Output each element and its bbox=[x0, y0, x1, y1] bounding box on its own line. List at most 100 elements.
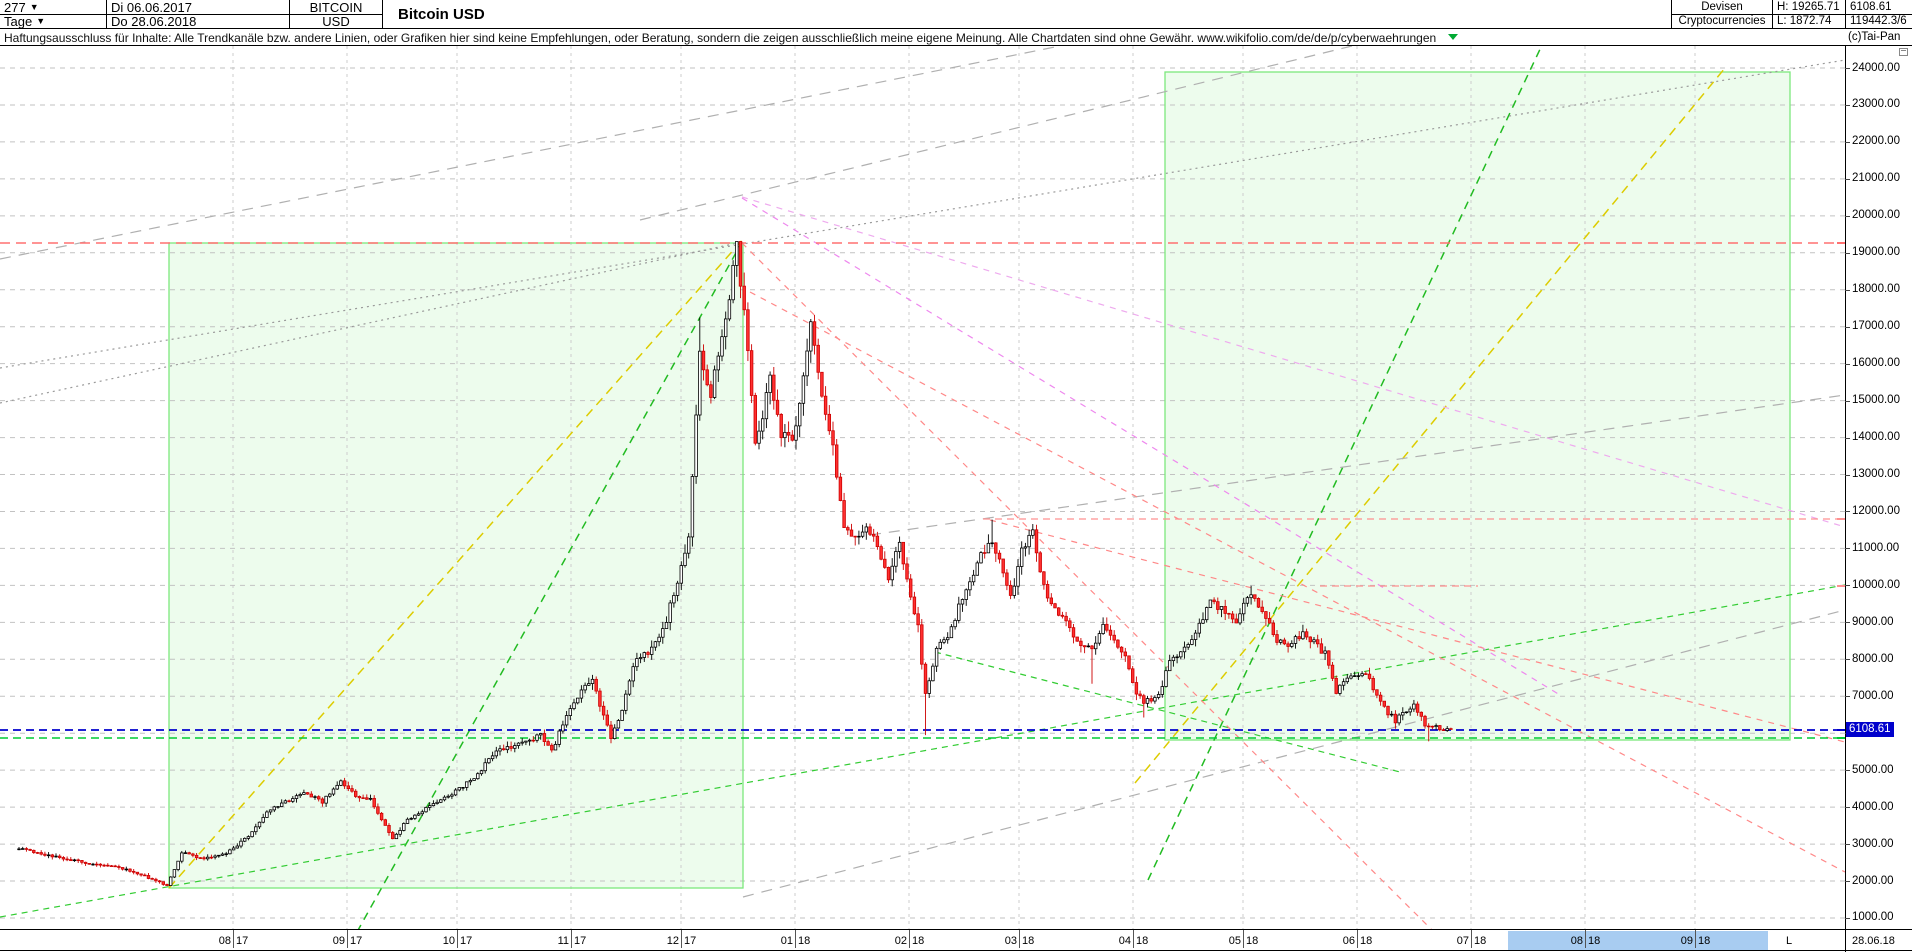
candle-body bbox=[117, 866, 121, 868]
date-to[interactable]: Do 28.06.2018 bbox=[107, 14, 289, 28]
candle-body bbox=[979, 552, 983, 564]
candle-body bbox=[1108, 629, 1113, 636]
candle-body bbox=[1390, 713, 1394, 716]
bars-count-dropdown[interactable]: 277 ▼ bbox=[0, 0, 106, 14]
candle-body bbox=[198, 857, 202, 859]
price-axis-label: 7000.00 bbox=[1852, 689, 1894, 702]
year-label: 18 bbox=[1698, 935, 1711, 947]
candle-body bbox=[1367, 673, 1372, 679]
candle-body bbox=[842, 500, 846, 528]
price-axis-label: 9000.00 bbox=[1852, 615, 1894, 628]
year-label: 18 bbox=[1136, 935, 1149, 947]
price-axis-label: 21000.00 bbox=[1852, 172, 1900, 185]
candle-body bbox=[76, 859, 80, 862]
trendline-green-desc[interactable] bbox=[934, 651, 1401, 773]
collapse-box-icon[interactable] bbox=[1899, 48, 1908, 56]
trendline-gray-dash-2[interactable] bbox=[639, 46, 1353, 221]
candle-body bbox=[124, 868, 128, 871]
candle-body bbox=[909, 578, 913, 598]
candle-body bbox=[849, 529, 854, 537]
period-low: L: 1872.74 bbox=[1777, 15, 1832, 27]
candle-body bbox=[1397, 714, 1401, 724]
candle-body bbox=[1275, 634, 1279, 643]
candle-body bbox=[54, 855, 58, 858]
candle-body bbox=[949, 626, 954, 639]
candle-body bbox=[324, 795, 328, 804]
trendline-red-fan-2[interactable] bbox=[749, 291, 1845, 873]
candle-body bbox=[1279, 639, 1283, 643]
candle-body bbox=[457, 787, 461, 791]
candle-body bbox=[994, 542, 998, 554]
candle-body bbox=[365, 797, 369, 800]
candle-body bbox=[368, 797, 373, 800]
candle-body bbox=[346, 785, 350, 790]
candle-body bbox=[775, 399, 780, 415]
candle-body bbox=[535, 734, 539, 741]
candle-body bbox=[501, 748, 506, 751]
date-from[interactable]: Di 06.06.2017 bbox=[107, 0, 289, 14]
candle-body bbox=[749, 350, 754, 396]
candle-body bbox=[1349, 675, 1353, 679]
candle-body bbox=[720, 336, 724, 357]
trendline-gray-dash-4[interactable] bbox=[869, 394, 1845, 536]
candle-body bbox=[1290, 643, 1294, 647]
candle-body bbox=[279, 802, 284, 807]
candle-body bbox=[131, 870, 136, 873]
trendline-green-up-left[interactable] bbox=[357, 241, 743, 929]
candlestick-chart[interactable] bbox=[0, 46, 1845, 929]
candle-body bbox=[997, 552, 1002, 560]
candle-body bbox=[328, 793, 332, 797]
price-axis-tick bbox=[1845, 252, 1850, 254]
candle-body bbox=[609, 724, 613, 739]
candle-body bbox=[128, 868, 132, 872]
candle-body bbox=[194, 854, 199, 859]
candle-body bbox=[402, 823, 406, 831]
trendline-yellow-up-right[interactable] bbox=[1134, 67, 1726, 784]
trendline-violet-fan-1[interactable] bbox=[741, 197, 1561, 696]
candle-body bbox=[1345, 677, 1349, 683]
candle-body bbox=[254, 826, 258, 833]
candle-body bbox=[172, 869, 177, 878]
candle-body bbox=[450, 794, 454, 797]
candle-body bbox=[823, 395, 828, 415]
candle-body bbox=[553, 743, 558, 751]
candle-body bbox=[1419, 711, 1423, 717]
period-dropdown[interactable]: Tage ▼ bbox=[0, 14, 106, 28]
trendline-gray-dotted-2[interactable] bbox=[0, 241, 743, 404]
month-tick bbox=[1585, 930, 1586, 948]
candle-body bbox=[409, 817, 413, 820]
candle-body bbox=[1005, 572, 1009, 586]
candle-body bbox=[983, 552, 987, 554]
candle-body bbox=[1219, 606, 1224, 610]
price-axis-label: 1000.00 bbox=[1852, 911, 1894, 924]
time-axis-border bbox=[0, 929, 1912, 930]
divider bbox=[0, 14, 382, 15]
candle-body bbox=[916, 613, 920, 626]
candle-body bbox=[627, 680, 632, 695]
trendline-yellow-up-left[interactable] bbox=[168, 236, 746, 889]
candle-body bbox=[587, 683, 591, 686]
candle-body bbox=[1271, 622, 1275, 635]
candle-body bbox=[283, 800, 288, 804]
candle-body bbox=[398, 830, 402, 835]
candle-body bbox=[746, 309, 750, 352]
candle-body bbox=[1190, 639, 1194, 645]
trendline-green-long-support[interactable] bbox=[0, 584, 1845, 918]
date-from-value: Di 06.06.2017 bbox=[111, 0, 192, 14]
trendline-gray-dash-1[interactable] bbox=[0, 46, 1061, 260]
candle-body bbox=[812, 321, 817, 346]
trendline-red-fan-3[interactable] bbox=[989, 519, 1845, 743]
price-axis-tick bbox=[1845, 178, 1850, 180]
candle-body bbox=[372, 797, 376, 808]
price-axis-label: 8000.00 bbox=[1852, 652, 1894, 665]
price-axis-border bbox=[1845, 46, 1846, 952]
candle-body bbox=[80, 860, 84, 863]
candle-body bbox=[1116, 639, 1120, 648]
candle-body bbox=[705, 369, 709, 386]
candle-body bbox=[583, 684, 587, 691]
candle-body bbox=[1441, 729, 1446, 731]
candle-body bbox=[431, 803, 436, 807]
candle-body bbox=[605, 714, 609, 726]
candle-body bbox=[516, 742, 521, 746]
price-axis-label: 17000.00 bbox=[1852, 320, 1900, 333]
